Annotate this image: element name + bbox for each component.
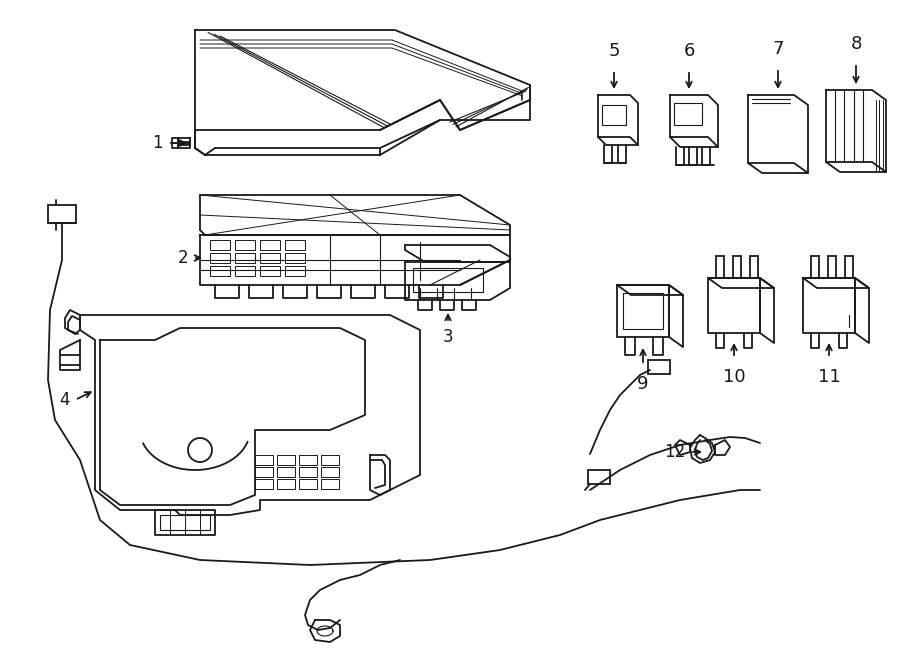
Bar xyxy=(648,360,670,374)
Bar xyxy=(299,455,317,465)
Text: 5: 5 xyxy=(608,42,620,60)
Bar xyxy=(277,479,295,489)
Bar xyxy=(255,467,273,477)
Text: 3: 3 xyxy=(443,328,454,346)
Bar xyxy=(674,103,702,125)
Bar xyxy=(210,266,230,276)
Text: 11: 11 xyxy=(817,368,841,386)
Bar xyxy=(255,479,273,489)
Bar xyxy=(235,253,255,263)
Text: 10: 10 xyxy=(723,368,745,386)
Bar xyxy=(285,240,305,250)
Bar xyxy=(321,455,339,465)
Text: 12: 12 xyxy=(664,443,685,461)
Text: 6: 6 xyxy=(683,42,695,60)
Bar xyxy=(210,240,230,250)
Bar xyxy=(623,293,663,329)
Bar xyxy=(260,266,280,276)
Bar xyxy=(277,467,295,477)
Bar xyxy=(602,105,626,125)
Bar xyxy=(321,479,339,489)
Text: 7: 7 xyxy=(772,40,784,58)
Text: 2: 2 xyxy=(177,249,188,267)
Bar xyxy=(299,479,317,489)
Bar xyxy=(235,266,255,276)
Bar xyxy=(255,455,273,465)
Bar xyxy=(588,470,610,484)
Bar xyxy=(285,266,305,276)
Bar xyxy=(210,253,230,263)
Bar xyxy=(277,455,295,465)
Text: 4: 4 xyxy=(59,391,70,409)
Bar xyxy=(260,253,280,263)
Bar xyxy=(413,268,483,292)
Bar xyxy=(48,205,76,223)
Text: 8: 8 xyxy=(850,35,861,53)
Bar xyxy=(299,467,317,477)
Bar xyxy=(235,240,255,250)
Text: 9: 9 xyxy=(637,375,649,393)
Bar xyxy=(321,467,339,477)
Bar xyxy=(285,253,305,263)
Bar xyxy=(260,240,280,250)
Bar xyxy=(160,515,210,530)
Text: 1: 1 xyxy=(152,134,163,152)
